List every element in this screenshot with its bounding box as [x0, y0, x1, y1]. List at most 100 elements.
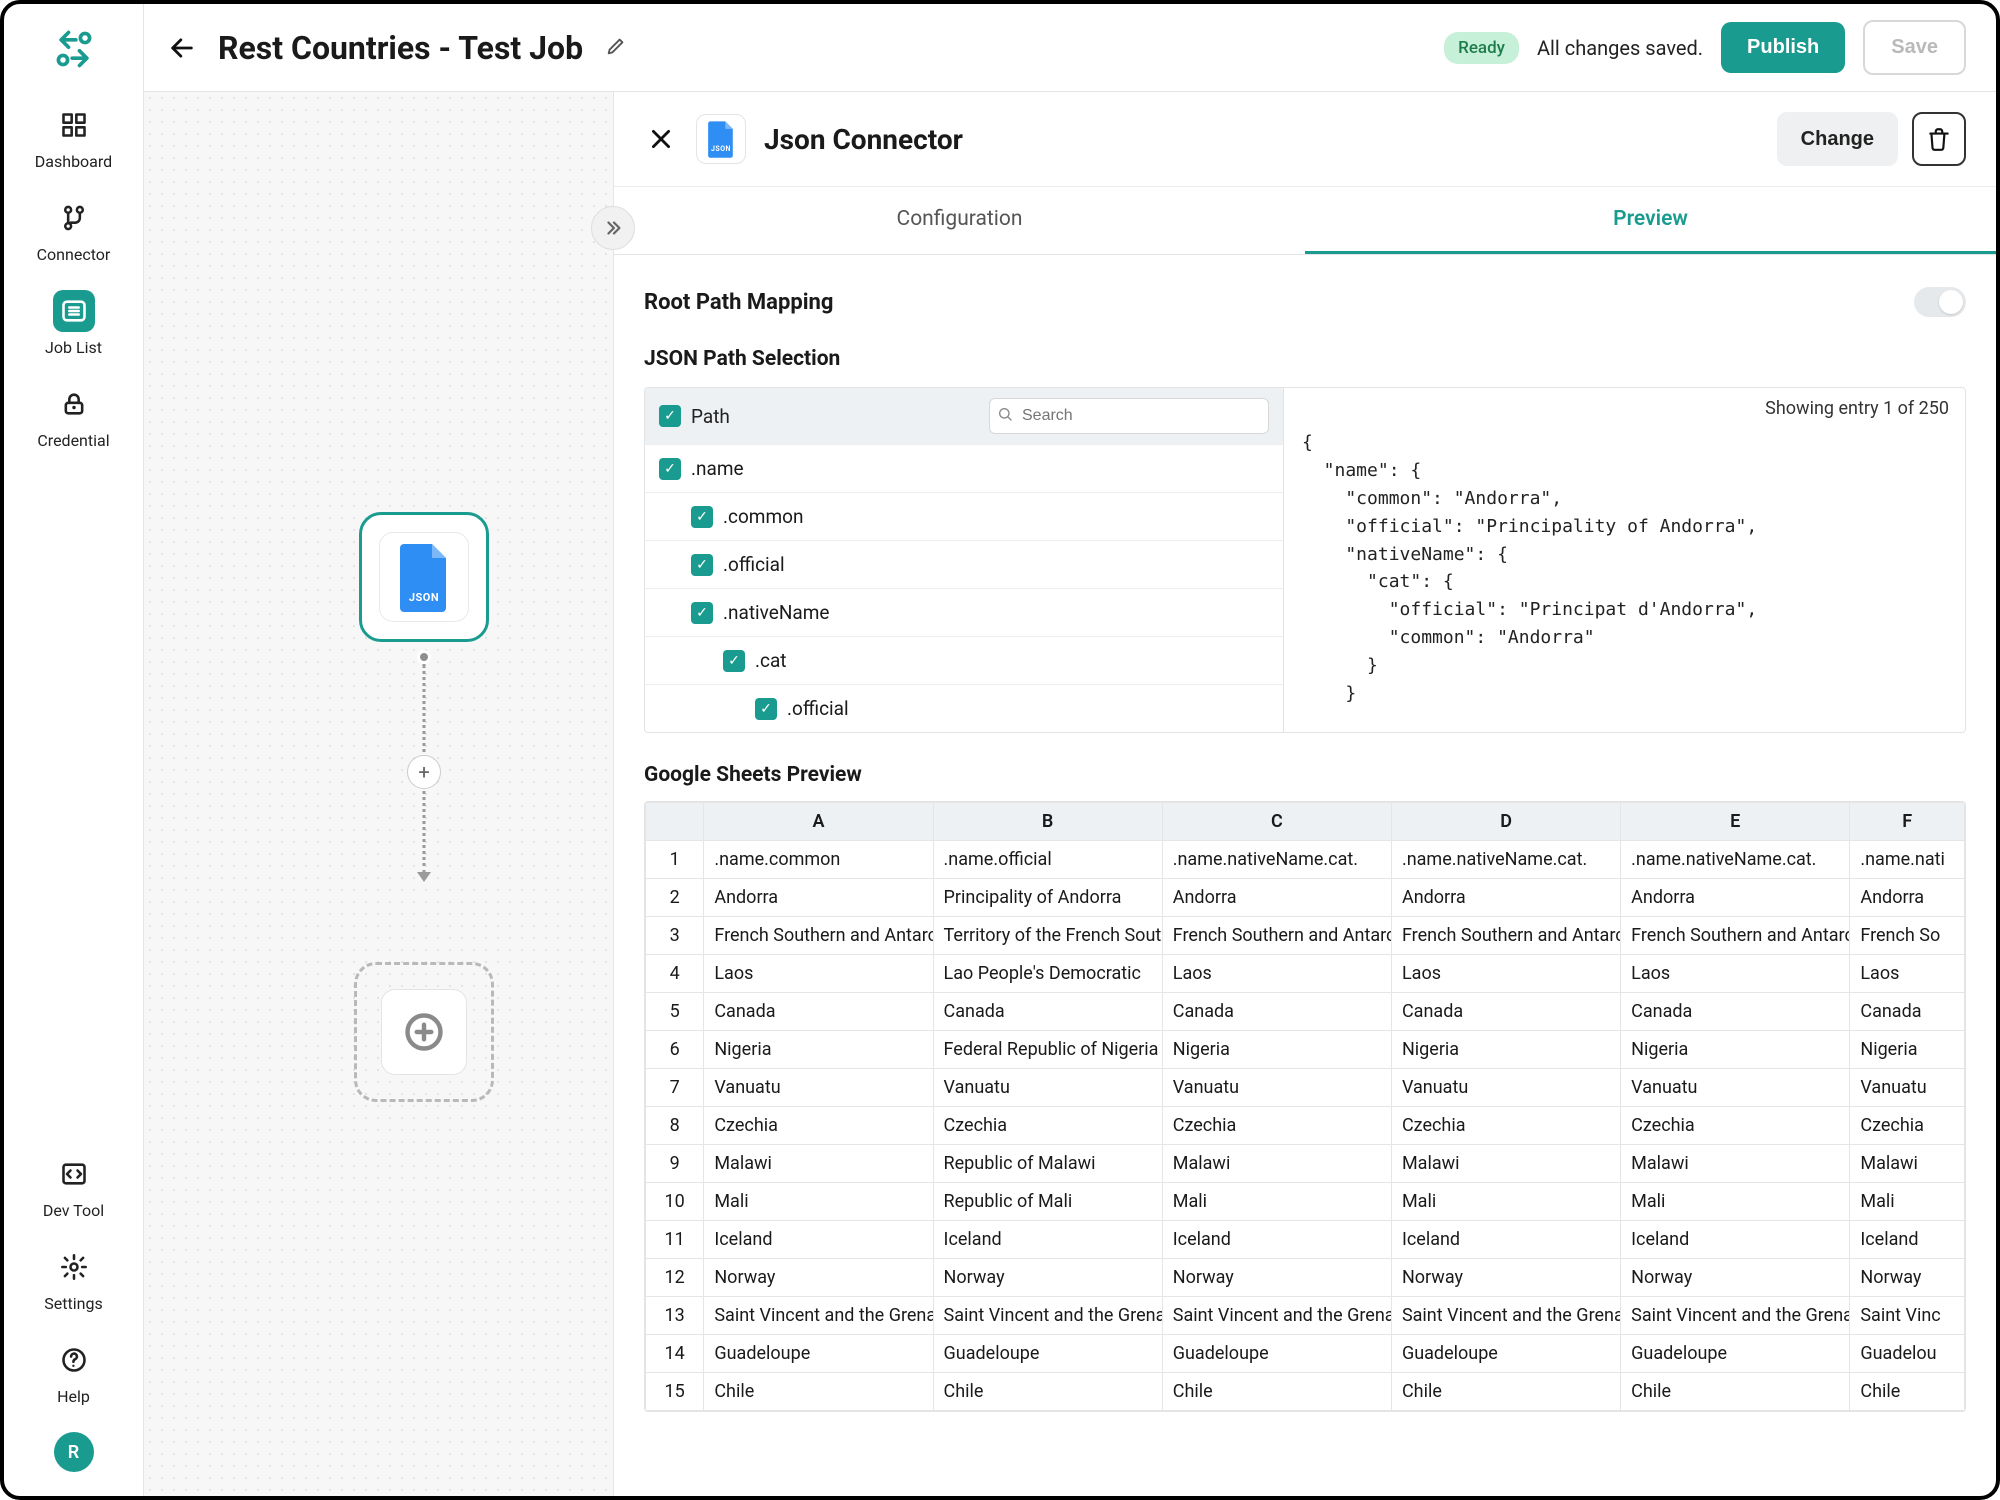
sheet-cell[interactable]: Vanuatu [1162, 1069, 1391, 1107]
sheet-row-number[interactable]: 14 [646, 1335, 704, 1373]
sheet-row-number[interactable]: 4 [646, 955, 704, 993]
change-button[interactable]: Change [1777, 112, 1898, 166]
sheet-cell[interactable]: Malawi [1162, 1145, 1391, 1183]
insert-node-button[interactable]: + [407, 755, 441, 789]
sidebar-item-job-list[interactable]: Job List [4, 290, 143, 357]
sheet-cell[interactable]: .name.nativeName.cat. [1162, 841, 1391, 879]
sheet-cell[interactable]: Principality of Andorra [933, 879, 1162, 917]
sidebar-item-dashboard[interactable]: Dashboard [4, 104, 143, 171]
sheet-col-header[interactable]: A [704, 803, 933, 841]
sheet-cell[interactable]: French Southern and Antarctic Lands [704, 917, 933, 955]
sheet-cell[interactable]: French So [1850, 917, 1965, 955]
sheet-cell[interactable]: Norway [1162, 1259, 1391, 1297]
sheet-cell[interactable]: Nigeria [1162, 1031, 1391, 1069]
sheet-cell[interactable]: Republic of Mali [933, 1183, 1162, 1221]
sheet-col-header[interactable]: B [933, 803, 1162, 841]
path-header-checkbox[interactable]: ✓ [659, 405, 681, 427]
sheet-cell[interactable]: Czechia [1391, 1107, 1620, 1145]
sheet-cell[interactable]: Mali [1621, 1183, 1850, 1221]
sheet-cell[interactable]: Norway [1850, 1259, 1965, 1297]
path-checkbox[interactable]: ✓ [691, 602, 713, 624]
sheet-cell[interactable]: Czechia [1850, 1107, 1965, 1145]
workflow-node-json[interactable]: JSON [359, 512, 489, 642]
avatar[interactable]: R [54, 1432, 94, 1472]
sheet-cell[interactable]: Canada [933, 993, 1162, 1031]
sheet-cell[interactable]: Vanuatu [704, 1069, 933, 1107]
sheet-cell[interactable]: Andorra [1621, 879, 1850, 917]
sheet-cell[interactable]: Andorra [1162, 879, 1391, 917]
sheet-row-number[interactable]: 11 [646, 1221, 704, 1259]
sheet-cell[interactable]: Chile [704, 1373, 933, 1411]
sheet-cell[interactable]: Norway [1621, 1259, 1850, 1297]
sheet-row-number[interactable]: 15 [646, 1373, 704, 1411]
sheet-cell[interactable]: Guadeloupe [933, 1335, 1162, 1373]
sheet-cell[interactable]: Czechia [1162, 1107, 1391, 1145]
root-path-toggle[interactable] [1914, 287, 1966, 317]
sheet-col-header[interactable]: D [1391, 803, 1620, 841]
sheet-row-number[interactable]: 8 [646, 1107, 704, 1145]
sheet-cell[interactable]: Nigeria [1850, 1031, 1965, 1069]
sidebar-item-settings[interactable]: Settings [4, 1246, 143, 1313]
sheet-cell[interactable]: Mali [704, 1183, 933, 1221]
path-row[interactable]: ✓.name [645, 444, 1283, 492]
sheet-cell[interactable]: Territory of the French Southern [933, 917, 1162, 955]
sheet-cell[interactable]: Czechia [1621, 1107, 1850, 1145]
sheet-cell[interactable]: Lao People's Democratic [933, 955, 1162, 993]
sheet-cell[interactable]: Iceland [1162, 1221, 1391, 1259]
sheet-cell[interactable]: Czechia [704, 1107, 933, 1145]
sheet-col-header[interactable]: F [1850, 803, 1965, 841]
sheet-cell[interactable]: Canada [704, 993, 933, 1031]
sheet-cell[interactable]: French Southern and Antarctic [1391, 917, 1620, 955]
sheet-cell[interactable]: Nigeria [704, 1031, 933, 1069]
sheet-cell[interactable]: Guadeloupe [704, 1335, 933, 1373]
back-button[interactable] [162, 28, 202, 68]
sheet-cell[interactable]: Guadeloupe [1391, 1335, 1620, 1373]
path-checkbox[interactable]: ✓ [691, 554, 713, 576]
path-row[interactable]: ✓.official [645, 684, 1283, 732]
sheet-cell[interactable]: Malawi [1850, 1145, 1965, 1183]
path-row[interactable]: ✓.nativeName [645, 588, 1283, 636]
sheet-cell[interactable]: Laos [704, 955, 933, 993]
sheet-cell[interactable]: Andorra [704, 879, 933, 917]
sheet-cell[interactable]: Iceland [1391, 1221, 1620, 1259]
sheet-row-number[interactable]: 7 [646, 1069, 704, 1107]
sheet-cell[interactable]: Chile [1391, 1373, 1620, 1411]
sheet-cell[interactable]: Norway [933, 1259, 1162, 1297]
sheet-cell[interactable]: Guadelou [1850, 1335, 1965, 1373]
sheet-cell[interactable]: Canada [1391, 993, 1620, 1031]
sheet-row-number[interactable]: 3 [646, 917, 704, 955]
sheet-cell[interactable]: Iceland [1621, 1221, 1850, 1259]
path-row[interactable]: ✓.official [645, 540, 1283, 588]
sheet-cell[interactable]: Laos [1621, 955, 1850, 993]
path-checkbox[interactable]: ✓ [755, 698, 777, 720]
delete-button[interactable] [1912, 112, 1966, 166]
sheet-cell[interactable]: Chile [1621, 1373, 1850, 1411]
sheet-cell[interactable]: Guadeloupe [1621, 1335, 1850, 1373]
path-row[interactable]: ✓.cat [645, 636, 1283, 684]
sheet-row-number[interactable]: 5 [646, 993, 704, 1031]
sheet-cell[interactable]: Malawi [1621, 1145, 1850, 1183]
sidebar-item-connector[interactable]: Connector [4, 197, 143, 264]
sheet-cell[interactable]: .name.official [933, 841, 1162, 879]
workflow-canvas[interactable]: JSON + [144, 92, 614, 1496]
sheet-cell[interactable]: .name.nati [1850, 841, 1965, 879]
sidebar-item-credential[interactable]: Credential [4, 383, 143, 450]
sheet-cell[interactable]: Republic of Malawi [933, 1145, 1162, 1183]
sheet-cell[interactable]: Chile [1850, 1373, 1965, 1411]
collapse-panel-button[interactable] [591, 206, 635, 250]
sheet-cell[interactable]: Nigeria [1391, 1031, 1620, 1069]
tab-preview[interactable]: Preview [1305, 187, 1996, 254]
sheet-cell[interactable]: Federal Republic of Nigeria [933, 1031, 1162, 1069]
sheet-cell[interactable]: Laos [1162, 955, 1391, 993]
sheet-cell[interactable]: Canada [1162, 993, 1391, 1031]
sheet-cell[interactable]: Laos [1850, 955, 1965, 993]
edit-title-button[interactable] [605, 35, 627, 61]
sheet-row-number[interactable]: 2 [646, 879, 704, 917]
path-search-input[interactable] [989, 398, 1269, 434]
node-output-port[interactable] [417, 650, 431, 664]
sheet-cell[interactable]: Saint Vincent and the Grenadines [1162, 1297, 1391, 1335]
sheet-cell[interactable]: Chile [1162, 1373, 1391, 1411]
sheet-cell[interactable]: Vanuatu [1621, 1069, 1850, 1107]
sheet-cell[interactable]: Malawi [1391, 1145, 1620, 1183]
sheet-cell[interactable]: Laos [1391, 955, 1620, 993]
